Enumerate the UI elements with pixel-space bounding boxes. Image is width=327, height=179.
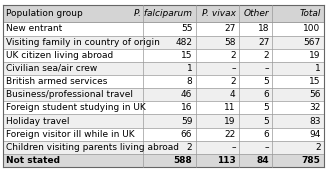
Text: 4: 4 [230, 90, 235, 99]
Text: P. falciparum: P. falciparum [134, 9, 192, 18]
Text: 15: 15 [309, 77, 320, 86]
Text: 46: 46 [181, 90, 192, 99]
Text: Business/professional travel: Business/professional travel [6, 90, 133, 99]
Text: 11: 11 [224, 103, 235, 112]
FancyBboxPatch shape [3, 115, 324, 128]
Text: 18: 18 [258, 25, 269, 33]
Text: 482: 482 [175, 38, 192, 47]
Text: Foreign visitor ill while in UK: Foreign visitor ill while in UK [6, 130, 134, 139]
Text: Population group: Population group [6, 9, 83, 18]
Text: Children visiting parents living abroad: Children visiting parents living abroad [6, 143, 179, 152]
Text: 2: 2 [230, 51, 235, 60]
Text: Foreign student studying in UK: Foreign student studying in UK [6, 103, 146, 112]
Text: 113: 113 [217, 156, 235, 165]
Text: Holiday travel: Holiday travel [6, 117, 69, 125]
Text: UK citizen living abroad: UK citizen living abroad [6, 51, 113, 60]
FancyBboxPatch shape [3, 62, 324, 75]
Text: 66: 66 [181, 130, 192, 139]
Text: P. vivax: P. vivax [202, 9, 235, 18]
Text: 83: 83 [309, 117, 320, 125]
Text: 58: 58 [224, 38, 235, 47]
FancyBboxPatch shape [3, 22, 324, 35]
Text: 27: 27 [258, 38, 269, 47]
Text: 5: 5 [264, 103, 269, 112]
Text: 94: 94 [309, 130, 320, 139]
Text: 2: 2 [264, 51, 269, 60]
Text: 5: 5 [264, 117, 269, 125]
Text: Other: Other [244, 9, 269, 18]
Text: 100: 100 [303, 25, 320, 33]
FancyBboxPatch shape [3, 141, 324, 154]
Text: 6: 6 [264, 90, 269, 99]
Text: 19: 19 [224, 117, 235, 125]
Text: –: – [231, 143, 235, 152]
Text: 6: 6 [264, 130, 269, 139]
Text: 1: 1 [315, 64, 320, 73]
Text: 785: 785 [301, 156, 320, 165]
Text: 2: 2 [230, 77, 235, 86]
Text: 5: 5 [264, 77, 269, 86]
Text: 588: 588 [174, 156, 192, 165]
Text: Civilian sea/air crew: Civilian sea/air crew [6, 64, 97, 73]
Text: 27: 27 [224, 25, 235, 33]
FancyBboxPatch shape [3, 49, 324, 62]
Text: Not stated: Not stated [6, 156, 60, 165]
Text: Total: Total [299, 9, 320, 18]
FancyBboxPatch shape [3, 5, 324, 22]
FancyBboxPatch shape [3, 35, 324, 49]
FancyBboxPatch shape [3, 154, 324, 167]
FancyBboxPatch shape [3, 128, 324, 141]
Text: New entrant: New entrant [6, 25, 62, 33]
Text: 32: 32 [309, 103, 320, 112]
Text: 15: 15 [181, 51, 192, 60]
FancyBboxPatch shape [3, 88, 324, 101]
Text: British armed services: British armed services [6, 77, 107, 86]
Text: –: – [231, 64, 235, 73]
Text: 59: 59 [181, 117, 192, 125]
Text: 22: 22 [224, 130, 235, 139]
Text: –: – [265, 143, 269, 152]
Text: 2: 2 [187, 143, 192, 152]
Text: –: – [265, 64, 269, 73]
Text: 2: 2 [315, 143, 320, 152]
Text: 19: 19 [309, 51, 320, 60]
Text: 567: 567 [303, 38, 320, 47]
FancyBboxPatch shape [3, 101, 324, 115]
Text: 55: 55 [181, 25, 192, 33]
Text: 84: 84 [257, 156, 269, 165]
Text: 56: 56 [309, 90, 320, 99]
Text: 8: 8 [187, 77, 192, 86]
Text: Visiting family in country of origin: Visiting family in country of origin [6, 38, 160, 47]
FancyBboxPatch shape [3, 75, 324, 88]
Text: 1: 1 [187, 64, 192, 73]
Text: 16: 16 [181, 103, 192, 112]
